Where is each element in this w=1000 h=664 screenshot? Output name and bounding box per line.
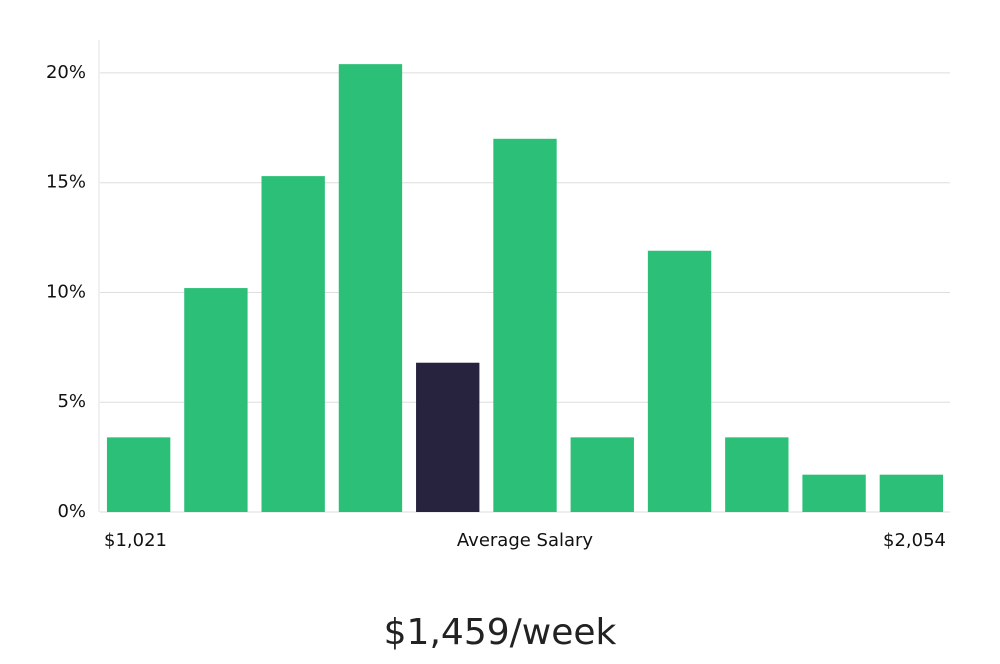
bar (338, 64, 403, 512)
headline: $1,459/week (384, 612, 617, 653)
x-range-min: $1,021 (104, 530, 167, 551)
y-tick-label: 0% (57, 501, 86, 522)
bar (416, 362, 480, 512)
bar (493, 138, 557, 512)
y-tick-label: 5% (57, 391, 86, 412)
y-tick-label: 15% (46, 172, 86, 193)
bar (879, 474, 944, 512)
bar (184, 288, 248, 512)
bar (647, 250, 712, 513)
bar (106, 437, 171, 512)
bar (570, 437, 634, 512)
y-tick-label: 10% (46, 281, 86, 302)
x-axis-label: Average Salary (457, 530, 594, 551)
bar (725, 437, 789, 512)
x-range-max: $2,054 (883, 530, 946, 551)
bar (261, 176, 325, 512)
bar (802, 474, 866, 512)
y-tick-label: 20% (46, 62, 86, 83)
